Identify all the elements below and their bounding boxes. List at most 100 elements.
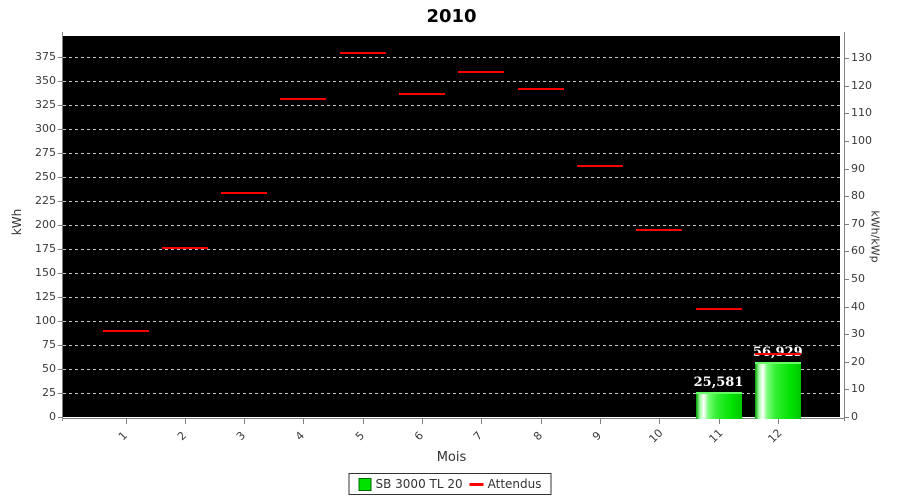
right-axis-tick-label: 50 <box>851 271 865 285</box>
left-axis-tick <box>58 273 63 275</box>
left-axis-tick-label: 50 <box>42 362 56 375</box>
x-axis-tick-label: 11 <box>705 426 726 446</box>
left-axis-tick <box>58 153 63 155</box>
left-axis-tick <box>58 105 63 107</box>
right-axis-tick <box>844 223 849 225</box>
x-axis-tick <box>303 419 305 424</box>
left-axis-tick-label: 200 <box>35 218 56 232</box>
x-axis-tick-label: 6 <box>411 428 427 444</box>
x-axis-tick <box>362 419 364 424</box>
right-axis-tick <box>844 278 849 280</box>
left-axis-tick <box>58 297 63 299</box>
right-axis-tick <box>844 196 849 198</box>
gridline <box>63 153 840 155</box>
left-axis-tick <box>58 369 63 370</box>
right-axis-tick-label: 60 <box>851 244 865 258</box>
x-axis-line <box>62 418 845 419</box>
expected-dash <box>161 247 208 250</box>
right-axis-title: kWh/kWp <box>868 210 882 263</box>
left-axis-tick-label: 275 <box>35 146 56 160</box>
expected-dash <box>102 329 149 332</box>
x-axis-tick-label: 8 <box>530 428 545 444</box>
left-axis-tick-label: 300 <box>35 122 56 136</box>
x-axis-tick-label: 3 <box>234 428 249 444</box>
gridline <box>63 393 840 394</box>
expected-dash <box>576 164 623 167</box>
left-axis-tick <box>58 129 63 131</box>
right-axis-tick-label: 0 <box>851 410 858 423</box>
gridline <box>63 369 840 370</box>
left-axis-tick <box>58 417 63 418</box>
legend: SB 3000 TL 20 Attendus <box>348 473 552 495</box>
gridline <box>63 201 840 203</box>
left-axis-tick <box>58 225 63 227</box>
expected-dash <box>399 92 445 95</box>
gridline <box>63 249 840 251</box>
gridline <box>63 105 840 107</box>
right-axis-tick-label: 130 <box>851 51 872 65</box>
left-axis-tick-label: 375 <box>35 50 56 64</box>
gridline <box>63 273 840 275</box>
x-axis-tick <box>125 419 127 424</box>
left-axis-tick-label: 0 <box>49 410 56 423</box>
left-axis-tick-label: 350 <box>35 74 56 88</box>
x-axis-tick-label: 4 <box>293 428 308 444</box>
right-axis-tick <box>844 85 849 87</box>
expected-dash <box>221 192 268 195</box>
left-axis-tick <box>58 393 63 394</box>
x-axis-tick <box>422 419 423 424</box>
production-bar <box>754 362 801 419</box>
right-axis-tick-label: 110 <box>851 106 872 120</box>
right-axis-tick <box>844 417 849 418</box>
expected-dash <box>695 307 742 310</box>
right-axis-tick <box>844 389 849 391</box>
left-axis-tick <box>58 177 63 179</box>
chart-title: 2010 <box>426 6 477 27</box>
left-axis-tick <box>58 57 63 59</box>
right-axis-tick-label: 120 <box>851 78 872 92</box>
right-axis-tick <box>844 140 849 142</box>
right-axis-tick-label: 20 <box>851 354 865 368</box>
bar-value-label: 25,581 <box>693 375 744 391</box>
x-axis-tick <box>599 419 601 424</box>
plot-area <box>63 36 840 417</box>
red-line-swatch-icon <box>469 482 484 486</box>
right-axis-tick <box>844 58 849 60</box>
x-axis-tick-label: 5 <box>352 428 367 444</box>
x-axis-tick <box>540 419 542 424</box>
legend-item-production: SB 3000 TL 20 <box>358 477 463 491</box>
x-axis-tick <box>244 419 246 424</box>
expected-dash <box>636 228 683 231</box>
right-axis-tick-label: 100 <box>851 133 872 147</box>
left-axis-tick-label: 225 <box>35 194 56 208</box>
x-axis-tick <box>718 419 720 424</box>
x-axis-tick <box>659 419 661 424</box>
right-axis-tick-label: 90 <box>851 161 865 175</box>
right-axis-tick <box>844 168 849 170</box>
right-axis-tick-label: 70 <box>851 216 865 230</box>
gridline <box>63 177 840 179</box>
left-axis-title: kWh <box>10 208 24 236</box>
left-axis-tick-label: 100 <box>35 314 56 328</box>
x-axis-tick-label: 1 <box>115 428 130 444</box>
gridline <box>63 129 840 131</box>
x-axis-tick <box>184 419 186 424</box>
right-axis-tick-label: 30 <box>851 327 865 341</box>
production-bar <box>695 392 742 419</box>
x-axis-tick <box>777 419 779 424</box>
right-axis-tick <box>844 113 849 115</box>
x-axis-tick-label: 9 <box>589 428 604 444</box>
legend-label-production: SB 3000 TL 20 <box>375 477 463 491</box>
left-axis-tick <box>58 321 63 323</box>
expected-dash <box>517 87 564 90</box>
x-axis-tick-label: 7 <box>471 428 486 444</box>
expected-dash <box>458 71 505 74</box>
expected-dash <box>754 352 801 355</box>
gridline <box>63 225 840 227</box>
gridline <box>63 297 840 299</box>
left-axis-tick-label: 150 <box>35 266 56 280</box>
legend-item-expected: Attendus <box>469 477 542 491</box>
expected-dash <box>339 52 386 55</box>
left-axis-tick-label: 250 <box>35 170 56 184</box>
right-axis-tick-label: 80 <box>851 189 865 203</box>
